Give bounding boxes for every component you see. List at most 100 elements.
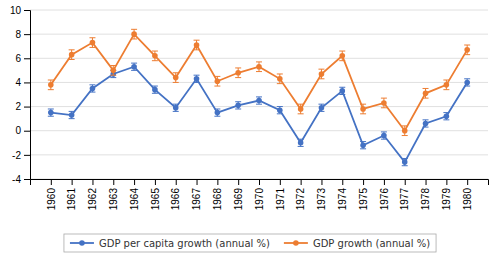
y-tick: 2: [15, 101, 30, 112]
x-tick-mark: [51, 179, 52, 185]
series-line: [51, 67, 467, 162]
x-tick-mark: [384, 179, 385, 185]
point: [152, 87, 158, 93]
y-tick-mark: [24, 179, 30, 180]
x-tick-label: 1974: [337, 188, 348, 211]
x-tick-mark: [321, 179, 322, 185]
grid-line: [30, 130, 488, 131]
x-tick-mark: [280, 179, 281, 185]
legend-marker: [293, 240, 299, 246]
y-tick-label: 10: [10, 5, 22, 16]
grid-line: [30, 82, 488, 83]
x-tick: 1972: [295, 179, 306, 210]
y-tick-mark: [24, 82, 30, 83]
marks: [48, 29, 470, 165]
grid-line: [30, 58, 488, 59]
grid-line: [30, 34, 488, 35]
point: [464, 80, 470, 86]
point: [215, 78, 221, 84]
point: [235, 70, 241, 76]
x-tick-label: 1965: [150, 188, 161, 211]
x-tick-mark: [467, 179, 468, 185]
x-tick-label: 1968: [212, 188, 223, 211]
x-tick-mark: [72, 179, 73, 185]
x-tick-label: 1973: [316, 188, 327, 211]
error-bar: [235, 68, 241, 78]
point: [339, 88, 345, 94]
x-tick-mark: [259, 179, 260, 185]
y-tick: 4: [15, 77, 30, 88]
x-tick-label: 1966: [170, 188, 181, 211]
x-tick: 1969: [233, 179, 244, 210]
point: [298, 140, 304, 146]
legend: GDP per capita growth (annual %)GDP grow…: [64, 234, 436, 252]
chart: -4-2024681019601961196219631964196519661…: [0, 0, 500, 257]
x-tick-mark: [446, 179, 447, 185]
x-tick-mark: [342, 179, 343, 185]
point: [381, 133, 387, 139]
y-tick-mark: [24, 131, 30, 132]
x-axis-line: [31, 180, 489, 186]
grid-line: [30, 154, 488, 155]
x-tick-mark: [301, 179, 302, 185]
y-tick: 8: [15, 29, 30, 40]
x-tick: 1979: [441, 179, 452, 210]
x-tick-label: 1978: [420, 188, 431, 211]
point: [69, 52, 75, 58]
point: [381, 100, 387, 106]
point: [194, 42, 200, 48]
x-tick: 1970: [254, 179, 265, 210]
error-bar: [235, 102, 241, 109]
x-tick-label: 1971: [275, 188, 286, 211]
point: [69, 112, 75, 118]
x-tick: 1962: [87, 179, 98, 210]
error-bar: [256, 62, 262, 72]
y-tick: 10: [10, 5, 30, 16]
y-tick-mark: [24, 58, 30, 59]
legend-frame: [64, 234, 436, 252]
point: [215, 110, 221, 116]
y-tick-label: 6: [15, 53, 21, 64]
point: [464, 47, 470, 53]
point: [402, 159, 408, 165]
point: [173, 75, 179, 81]
series: [48, 63, 470, 166]
x-axis: 1960196119621963196419651966196719681969…: [31, 179, 489, 210]
y-tick-label: 0: [15, 125, 21, 136]
x-tick: 1973: [316, 179, 327, 210]
x-tick: 1963: [108, 179, 119, 210]
legend-item: GDP growth (annual %): [284, 238, 430, 249]
point: [444, 82, 450, 88]
point: [90, 86, 96, 92]
x-tick-mark: [238, 179, 239, 185]
x-tick-label: 1977: [399, 188, 410, 211]
x-tick: 1967: [191, 179, 202, 210]
y-tick-label: -2: [12, 150, 21, 161]
x-tick-mark: [363, 179, 364, 185]
y-tick-label: -4: [12, 174, 21, 185]
x-tick: 1966: [170, 179, 181, 210]
x-tick-label: 1980: [462, 188, 473, 211]
x-tick-label: 1963: [108, 188, 119, 211]
point: [194, 76, 200, 82]
x-tick-mark: [197, 179, 198, 185]
point: [152, 53, 158, 59]
point: [256, 64, 262, 70]
x-tick: 1964: [129, 179, 140, 210]
point: [402, 128, 408, 134]
x-tick-mark: [176, 179, 177, 185]
point: [444, 113, 450, 119]
y-tick-label: 8: [15, 29, 21, 40]
point: [277, 107, 283, 113]
x-tick: 1975: [358, 179, 369, 210]
x-tick-label: 1969: [233, 188, 244, 211]
x-tick-label: 1967: [191, 188, 202, 211]
legend-label: GDP growth (annual %): [313, 238, 430, 249]
x-tick: 1978: [420, 179, 431, 210]
point: [110, 68, 116, 74]
point: [48, 82, 54, 88]
point: [298, 106, 304, 112]
y-tick-mark: [24, 107, 30, 108]
point: [319, 105, 325, 111]
grid: [30, 10, 488, 179]
